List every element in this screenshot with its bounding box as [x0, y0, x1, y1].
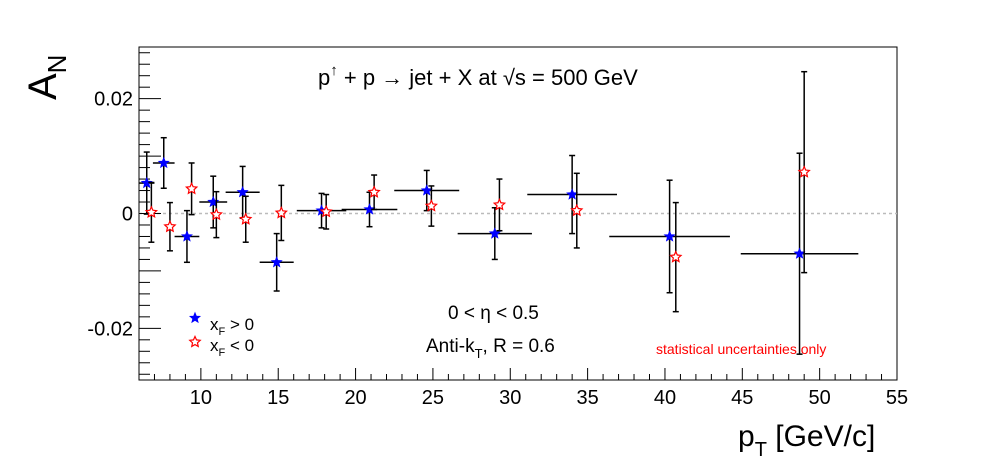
- legend-label-0: xF > 0: [210, 315, 254, 338]
- point-xf-negative: [492, 197, 507, 211]
- legend-marker-red-star: [188, 335, 202, 348]
- point-xf-negative: [239, 212, 253, 225]
- ylabel-main: A: [21, 73, 65, 100]
- point-xf-negative: [570, 203, 584, 217]
- point-xf-positive: [157, 156, 170, 169]
- legend-star-open: [188, 335, 202, 348]
- x-axis: 10 15 20 25 30 35 40 45 50 55: [138, 368, 908, 409]
- ylabel-sub: N: [42, 55, 72, 74]
- x-tick-label: 30: [499, 387, 521, 409]
- point-xf-negative: [163, 219, 177, 233]
- point-xf-negative: [274, 205, 288, 219]
- point-xf-positive: [180, 230, 193, 242]
- point-xf-negative: [209, 207, 223, 221]
- point-xf-negative: [424, 199, 438, 212]
- y-tick-label: -0.02: [87, 318, 133, 340]
- point-xf-negative: [669, 250, 683, 263]
- xlabel-main: p: [738, 420, 755, 453]
- algo-sub: T: [475, 346, 483, 361]
- legend-star-filled: [188, 311, 202, 324]
- legend-0-sub: F: [219, 326, 226, 338]
- point-xf-positive: [566, 188, 579, 200]
- legend-1-main: x: [210, 336, 219, 355]
- point-xf-negative: [319, 204, 333, 218]
- point-xf-positive: [270, 255, 283, 268]
- y-axis: -0.02 0 0.02: [87, 52, 161, 375]
- point-xf-positive: [363, 203, 376, 215]
- title-sup: ↑: [330, 62, 338, 79]
- algo-main: Anti-k: [426, 336, 475, 357]
- algo-label: Anti-kT, R = 0.6: [426, 336, 555, 361]
- point-xf-positive: [420, 184, 433, 196]
- legend-1-rest: < 0: [225, 336, 254, 355]
- x-tick-label: 10: [190, 387, 212, 409]
- note-label: statistical uncertainties only: [656, 341, 826, 357]
- x-tick-label: 40: [654, 387, 676, 409]
- title-rest: + p → jet + X at √s = 500 GeV: [338, 65, 638, 90]
- point-xf-positive: [140, 176, 153, 189]
- point-xf-negative: [367, 185, 381, 198]
- legend-label-1: xF < 0: [210, 336, 254, 359]
- y-axis-label: AN: [21, 55, 72, 100]
- x-tick-label: 35: [576, 387, 598, 409]
- x-tick-label: 45: [731, 387, 753, 409]
- point-xf-positive: [236, 185, 249, 198]
- x-tick-label: 50: [809, 387, 831, 409]
- legend-0-rest: > 0: [225, 315, 254, 334]
- x-tick-label: 15: [267, 387, 289, 409]
- legend-1-sub: F: [219, 347, 226, 359]
- xlabel-sub: T: [755, 439, 767, 461]
- data-points: [139, 70, 859, 355]
- x-axis-label: pT [GeV/c]: [738, 420, 875, 461]
- legend-marker-blue-star: [188, 311, 202, 324]
- x-tick-label: 20: [344, 387, 366, 409]
- point-xf-negative: [184, 181, 199, 195]
- title-main: p: [318, 65, 330, 90]
- xlabel-rest: [GeV/c]: [767, 420, 875, 453]
- point-xf-negative: [144, 205, 159, 218]
- chart-title: p↑ + p → jet + X at √s = 500 GeV: [318, 62, 638, 90]
- y-tick-label: 0.02: [94, 89, 133, 111]
- legend: xF > 0 xF < 0: [188, 311, 254, 359]
- algo-rest: , R = 0.6: [483, 336, 555, 357]
- point-xf-positive: [793, 247, 806, 259]
- x-tick-label: 25: [422, 387, 444, 409]
- y-tick-label: 0: [122, 204, 133, 226]
- point-xf-positive: [488, 227, 501, 239]
- x-tick-label: 55: [886, 387, 908, 409]
- point-xf-positive: [663, 230, 676, 242]
- legend-0-main: x: [210, 315, 219, 334]
- point-xf-negative: [797, 165, 811, 178]
- eta-label: 0 < η < 0.5: [448, 303, 539, 324]
